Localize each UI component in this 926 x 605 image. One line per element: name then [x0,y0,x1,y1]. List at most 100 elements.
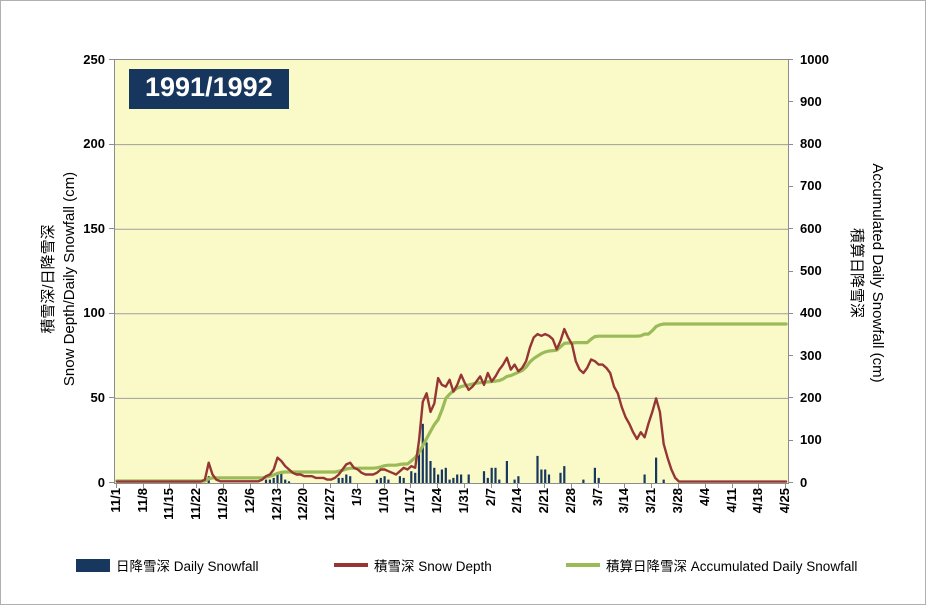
left-axis-tick-label: 250 [83,52,105,67]
right-axis-tick [788,186,793,187]
x-axis-tick [624,484,625,488]
x-axis-tick [517,484,518,488]
x-axis-tick [303,484,304,488]
legend-item-daily-snowfall: 日降雪深 Daily Snowfall [76,554,259,576]
left-axis-tick-label: 100 [83,305,105,320]
right-axis-tick-label: 400 [800,305,822,320]
x-axis-tick [598,484,599,488]
left-axis-tick-label: 0 [97,475,105,490]
right-axis-tick [788,144,793,145]
right-axis-tick [788,313,793,314]
x-axis-tick [169,484,170,488]
x-axis-tick [571,484,572,488]
left-axis-tick [109,482,114,483]
left-axis-tick [109,313,114,314]
right-axis-tick [788,101,793,102]
x-axis-tick-label: 2/7 [483,488,498,507]
right-axis-title-en: Accumulated Daily Snowfall (cm) [869,163,886,383]
x-axis-tick [277,484,278,488]
x-axis-tick-label: 3/14 [616,488,631,514]
snow-depth-swatch [334,563,368,567]
x-axis-tick-label: 12/6 [242,488,257,514]
x-axis-tick-label: 12/20 [295,488,310,521]
x-axis-tick-label: 11/1 [108,488,123,513]
x-axis-tick-label: 11/8 [135,488,150,513]
x-axis-tick-label: 3/28 [670,488,685,514]
right-axis-tick-label: 800 [800,136,822,151]
x-axis-tick [223,484,224,488]
right-axis-tick [788,271,793,272]
x-axis-tick [651,484,652,488]
plot-area: 1991/1992 [114,59,789,484]
x-axis-tick [410,484,411,488]
right-axis-tick [788,482,793,483]
accumulated-swatch [566,563,600,567]
right-axis-tick [788,397,793,398]
right-axis-tick-label: 200 [800,390,822,405]
left-axis-title-en: Snow Depth/Daily Snowfall (cm) [61,171,78,387]
x-axis-tick [678,484,679,488]
x-axis-tick-label: 2/14 [509,488,524,514]
x-axis-tick [357,484,358,488]
x-axis-tick [437,484,438,488]
x-axis-tick-label: 11/15 [161,488,176,520]
x-axis-tick-label: 1/31 [456,488,471,514]
left-axis-tick [109,144,114,145]
x-axis-tick-label: 2/21 [536,488,551,514]
right-axis-tick [788,440,793,441]
left-axis-tick [109,228,114,229]
legend-label: 積雪深 Snow Depth [374,559,492,574]
x-axis-tick-label: 4/4 [697,488,712,507]
x-axis-tick-label: 12/27 [322,488,337,521]
left-axis-title-zh: 積雪深/日降雪深 [40,224,57,334]
right-axis-tick [788,355,793,356]
left-axis-tick [109,59,114,60]
x-axis-tick [491,484,492,488]
right-axis-tick-label: 700 [800,178,822,193]
x-axis-tick-label: 1/24 [429,488,444,514]
x-axis-tick [330,484,331,488]
left-axis-tick-label: 150 [83,221,105,236]
right-axis-tick [788,59,793,60]
left-axis-tick [109,397,114,398]
right-axis-tick-label: 600 [800,221,822,236]
season-title: 1991/1992 [129,69,289,109]
x-axis-tick-label: 11/22 [188,488,203,520]
x-axis-tick [384,484,385,488]
right-axis-tick-label: 100 [800,432,822,447]
daily-snowfall-swatch [76,558,110,572]
legend-item-accumulated: 積算日降雪深 Accumulated Daily Snowfall [566,554,857,576]
x-axis-tick [732,484,733,488]
x-axis-tick-label: 3/21 [643,488,658,514]
left-axis-title: 積雪深/日降雪深 Snow Depth/Daily Snowfall (cm) [38,172,80,386]
left-axis-tick-label: 200 [83,136,105,151]
x-axis-tick-label: 3/7 [590,488,605,507]
x-axis-tick [785,484,786,488]
x-axis-tick-label: 11/29 [215,488,230,520]
x-axis-tick-label: 4/11 [724,488,739,513]
x-axis-tick-label: 1/3 [349,488,364,507]
left-axis-tick-label: 50 [90,390,105,405]
right-axis-tick-label: 0 [800,475,808,490]
x-axis-tick [196,484,197,488]
right-axis-tick-label: 300 [800,348,822,363]
right-axis-tick-label: 500 [800,263,822,278]
right-axis-title-zh: 積算日降雪深 [848,227,865,318]
x-axis-tick-label: 1/10 [376,488,391,514]
right-axis-tick-label: 1000 [800,52,829,67]
right-axis-tick-label: 900 [800,94,822,109]
x-axis-tick [705,484,706,488]
x-axis-tick-label: 1/17 [402,488,417,514]
x-axis-tick [116,484,117,488]
x-axis-tick [464,484,465,488]
legend-item-snow-depth: 積雪深 Snow Depth [334,554,492,576]
legend-label: 日降雪深 Daily Snowfall [116,559,259,574]
x-axis-tick-label: 4/25 [777,488,792,514]
x-axis-tick [250,484,251,488]
x-axis-tick-label: 12/13 [269,488,284,521]
x-axis-tick-label: 2/28 [563,488,578,514]
right-axis-title: Accumulated Daily Snowfall (cm) 積算日降雪深 [846,163,888,382]
x-axis-tick [143,484,144,488]
x-axis-tick-label: 4/18 [750,488,765,514]
